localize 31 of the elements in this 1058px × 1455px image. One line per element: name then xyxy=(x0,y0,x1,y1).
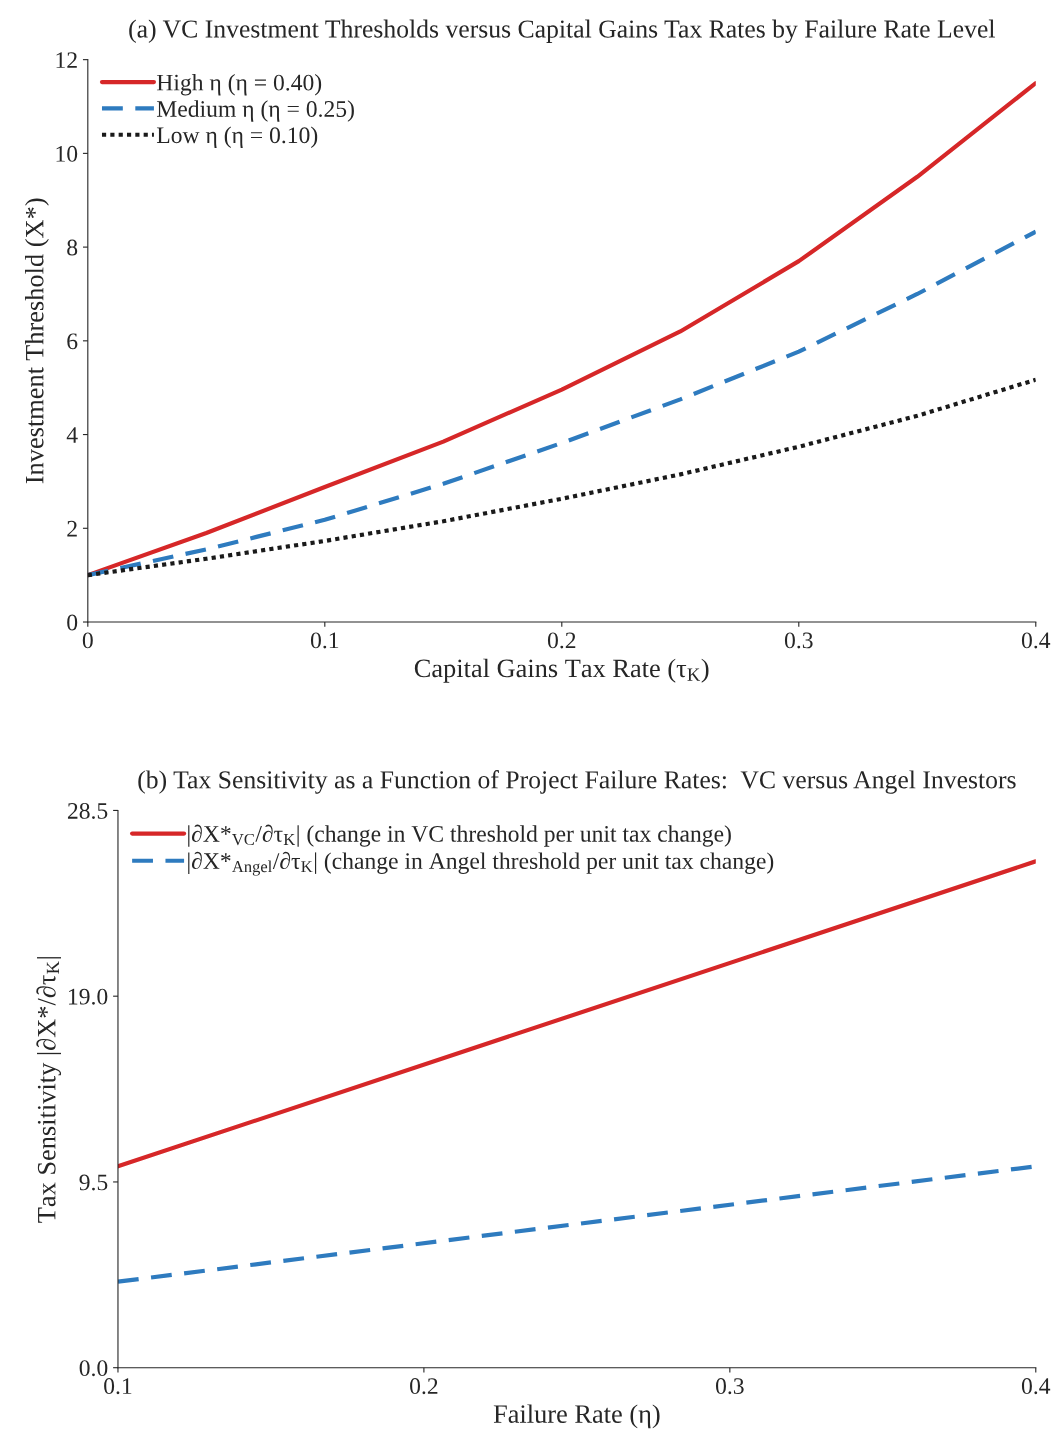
legend-label: |∂X*$_{Angel}$/∂τ$_{K}$| (change in Angel threshold per unit tax change) xyxy=(188,851,774,876)
y-tick-label: 12 xyxy=(56,52,77,68)
y-tick-label: 8 xyxy=(67,239,78,256)
y-tick-label: 2 xyxy=(67,520,77,537)
legend-label: |∂X*$_{VC}$/∂τ$_{K}$| (change in VC threshold per unit tax change) xyxy=(188,824,731,847)
y-tick-label: 0.0 xyxy=(79,1360,108,1377)
y-axis-title: Investment Threshold (X*) xyxy=(24,198,49,484)
x-tick-label: 0.1 xyxy=(310,632,339,649)
x-tick-label: 0.2 xyxy=(547,632,576,649)
y-axis-title: Tax Sensitivity |∂X*/∂τ$_{K}$| xyxy=(36,957,62,1223)
x-tick-label: 0.2 xyxy=(410,1378,438,1395)
chart-title: (a) VC Investment Thresholds versus Capital Gains Tax Rates by Failure Rate Level xyxy=(129,19,995,43)
x-tick-label: 0.3 xyxy=(715,1378,744,1395)
x-tick-label: 0.4 xyxy=(1021,632,1051,649)
y-tick-label: 19.0 xyxy=(69,988,108,1005)
y-tick-label: 0 xyxy=(67,614,78,631)
x-tick-label: 0.4 xyxy=(1021,1378,1051,1395)
y-tick-label: 6 xyxy=(67,333,78,350)
x-axis-title: Capital Gains Tax Rate (τ$_{K}$) xyxy=(414,658,709,683)
x-tick-label: 0.3 xyxy=(784,632,813,649)
y-tick-label: 4 xyxy=(66,427,78,443)
chart-title: (b) Tax Sensitivity as a Function of Project Failure Rates: VC versus Angel Investors xyxy=(138,770,1016,794)
y-tick-label: 10 xyxy=(56,145,78,162)
y-tick-label: 28.5 xyxy=(67,802,108,819)
x-tick-label: 0.1 xyxy=(104,1378,132,1395)
line-series xyxy=(87,229,1036,578)
legend-label: Medium η (η = 0.25) xyxy=(156,100,354,122)
x-axis-title: Failure Rate (η) xyxy=(493,1404,660,1429)
legend-label: High η (η = 0.40) xyxy=(156,73,322,96)
y-tick-label: 9.5 xyxy=(79,1174,108,1191)
legend-label: Low η (η = 0.10) xyxy=(156,126,318,148)
